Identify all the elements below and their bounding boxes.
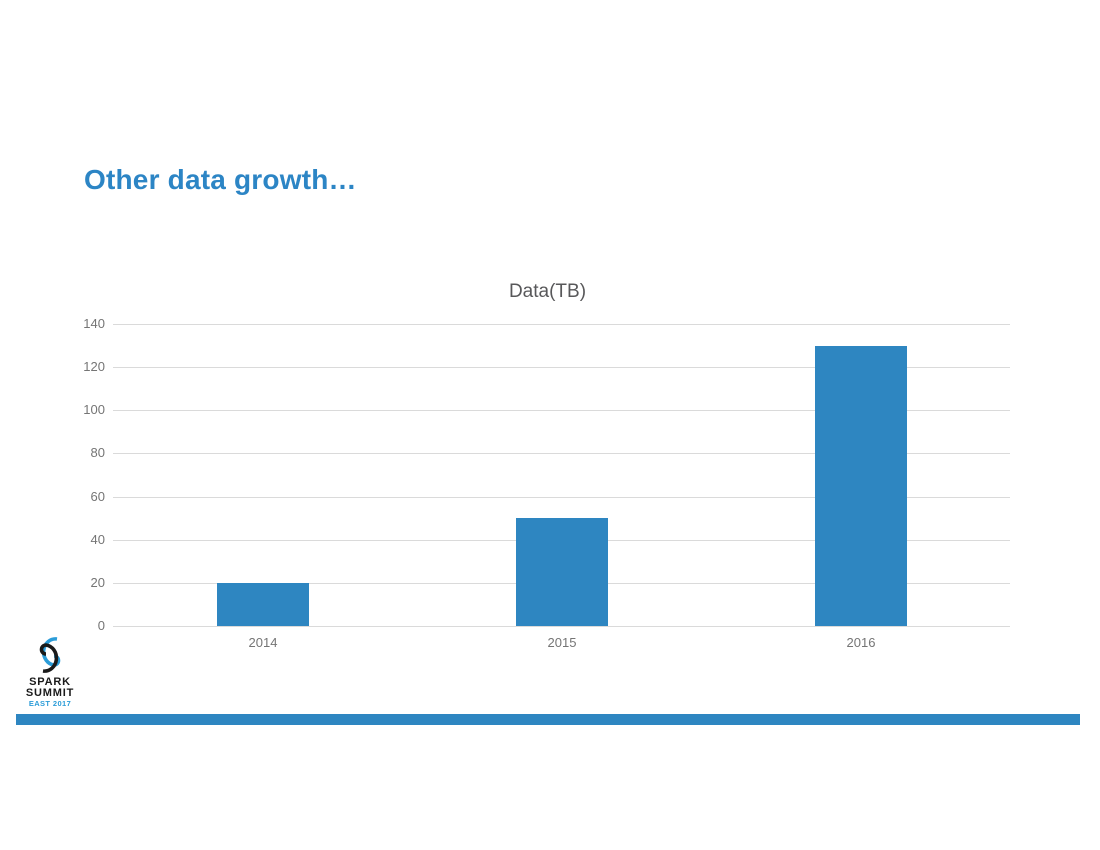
spark-summit-logo: SPARK SUMMIT EAST 2017 (25, 635, 75, 708)
gridline (113, 410, 1010, 411)
y-axis-tick-label: 100 (83, 402, 105, 417)
plot-area (113, 324, 1010, 627)
y-axis-tick-label: 20 (90, 575, 105, 590)
y-axis-tick-label: 60 (90, 489, 105, 504)
gridline (113, 453, 1010, 454)
x-axis-label-2015: 2015 (547, 635, 577, 650)
x-axis-label-2014: 2014 (248, 635, 278, 650)
bar-chart: Data(TB) 0 20 40 60 80 100 120 140 2014 2015 2016 (83, 281, 1010, 661)
y-axis-tick-label: 0 (97, 618, 105, 633)
logo-text-summit: SUMMIT (25, 687, 75, 699)
page-title: Other data growth… (84, 164, 357, 195)
y-axis-tick-label: 120 (83, 359, 105, 374)
bar-2016 (815, 346, 907, 626)
gridline (113, 324, 1010, 325)
gridline (113, 626, 1010, 627)
chart-title: Data(TB) (508, 281, 587, 302)
logo-text-spark: SPARK (29, 676, 71, 688)
bar-2014 (217, 583, 309, 626)
footer-accent-bar (16, 714, 1080, 725)
y-axis-tick-label: 40 (90, 532, 105, 547)
gridline (113, 367, 1010, 368)
logo-text-east-2017: EAST 2017 (28, 699, 72, 708)
spark-summit-logo-icon (39, 637, 61, 673)
x-axis-label-2016: 2016 (846, 635, 876, 650)
y-axis-tick-label: 140 (83, 316, 105, 331)
bar-2015 (516, 518, 608, 626)
gridline (113, 497, 1010, 498)
y-axis-tick-label: 80 (90, 445, 105, 460)
